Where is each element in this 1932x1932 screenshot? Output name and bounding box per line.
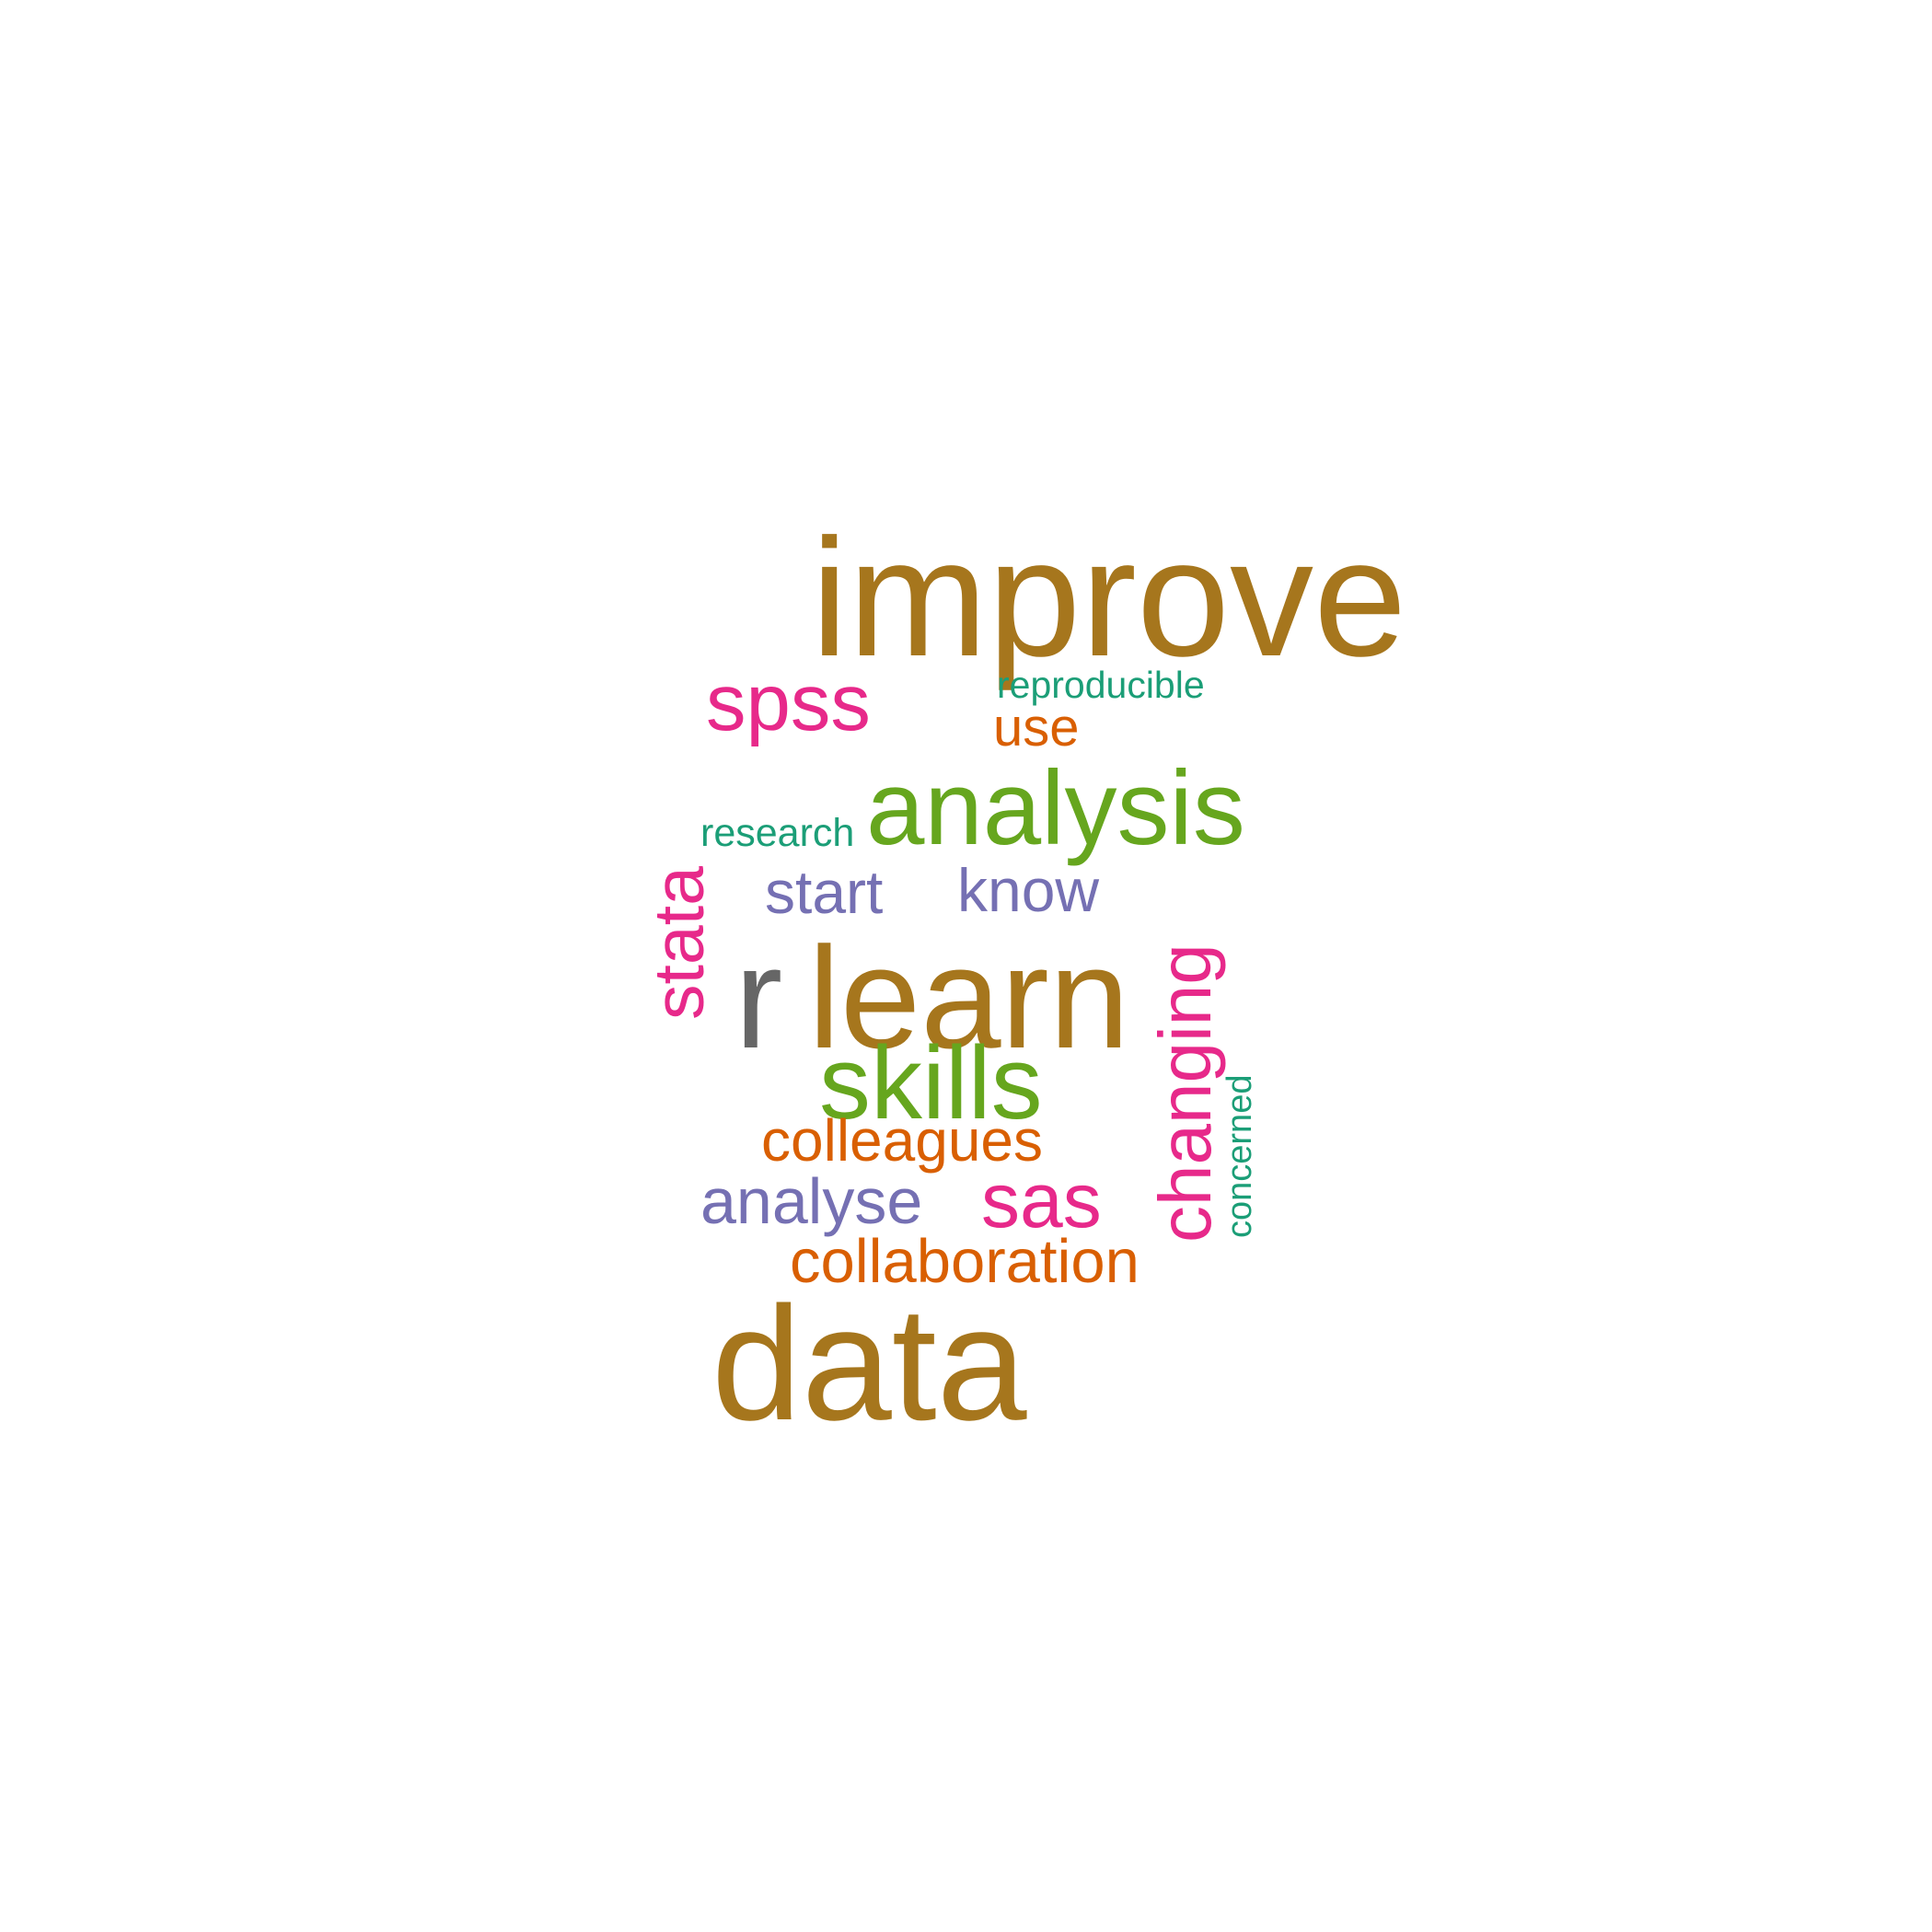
- word-use: use: [993, 698, 1080, 758]
- word-analyse: analyse: [700, 1165, 923, 1237]
- word-analysis: analysis: [866, 750, 1245, 867]
- word-changing: changing: [1144, 943, 1226, 1243]
- word-r: r: [735, 918, 783, 1079]
- word-colleagues: colleagues: [761, 1107, 1043, 1174]
- word-data: data: [711, 1274, 1027, 1454]
- word-reproducible: reproducible: [997, 664, 1205, 706]
- word-concerned: concerned: [1221, 1074, 1259, 1238]
- word-know: know: [957, 856, 1100, 924]
- word-improve: improve: [811, 503, 1407, 691]
- word-start: start: [765, 858, 884, 926]
- word-collaboration: collaboration: [790, 1227, 1140, 1296]
- word-skills: skills: [819, 1025, 1043, 1140]
- word-research: research: [700, 811, 855, 855]
- word-sas: sas: [981, 1157, 1102, 1244]
- word-stata: stata: [640, 866, 719, 1020]
- word-learn: learn: [808, 918, 1130, 1079]
- word-spss: spss: [706, 658, 871, 747]
